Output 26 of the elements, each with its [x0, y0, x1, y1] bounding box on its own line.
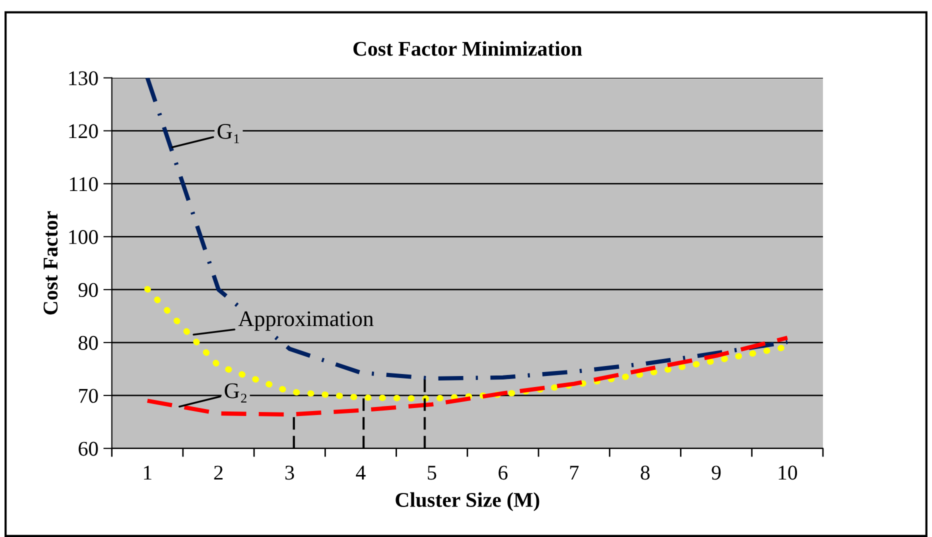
x-tick-label: 1: [144, 466, 152, 480]
y-tick-label: 80: [78, 336, 98, 350]
y-tick-label: 130: [69, 71, 98, 86]
x-tick-label: 2: [214, 466, 223, 480]
x-tick-label: 9: [712, 466, 721, 480]
y-axis-title: Cost Factor: [44, 211, 58, 314]
y-tick-label: 100: [69, 230, 98, 244]
x-tick-label: 5: [428, 466, 436, 480]
annotation: G₁: [218, 124, 239, 144]
line-series: [145, 336, 790, 417]
y-tick-label: 120: [69, 124, 98, 138]
annotation: Approximation: [238, 311, 374, 331]
x-axis-title: Cluster Size (M): [396, 492, 540, 512]
chart-title: Cost Factor Minimization: [353, 41, 582, 56]
y-tick-label: 70: [79, 388, 98, 403]
y-tick-label: 90: [78, 282, 98, 298]
y-tick-label: 110: [70, 177, 98, 192]
annotation: G₂: [224, 383, 246, 403]
x-tick-label: 8: [640, 466, 650, 480]
x-tick-label: 10: [778, 466, 798, 480]
line-series: [145, 78, 790, 381]
y-tick-label: 60: [78, 442, 98, 456]
x-tick-label: 6: [498, 466, 508, 480]
x-tick-label: 4: [356, 466, 366, 480]
x-tick-label: 3: [285, 466, 294, 480]
x-tick-label: 7: [570, 466, 579, 480]
